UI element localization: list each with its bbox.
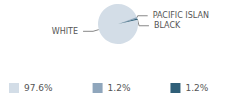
svg-text:PACIFIC ISLAN: PACIFIC ISLAN — [153, 11, 209, 20]
svg-text:97.6%: 97.6% — [24, 83, 53, 93]
svg-text:1.2%: 1.2% — [185, 83, 208, 93]
svg-text:BLACK: BLACK — [154, 21, 181, 30]
svg-text:WHITE: WHITE — [52, 27, 78, 36]
svg-text:1.2%: 1.2% — [108, 83, 131, 93]
